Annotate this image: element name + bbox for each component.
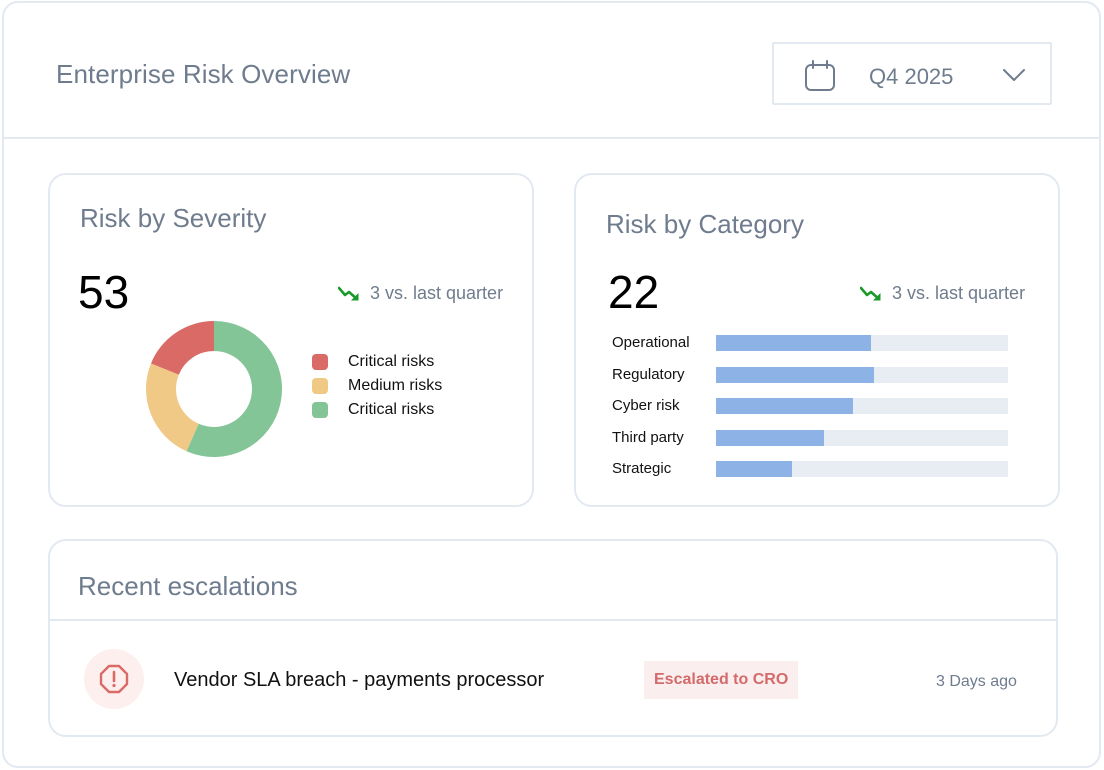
trend-down-icon: [338, 286, 359, 300]
category-label: Strategic: [612, 460, 672, 477]
category-bar-track: [716, 429, 1008, 446]
dashboard-header: Enterprise Risk Overview Q4 2025: [4, 3, 1099, 139]
card-title: Risk by Category: [606, 209, 804, 239]
legend-label: Critical risks: [348, 401, 435, 418]
legend-swatch: [312, 378, 328, 394]
period-dropdown[interactable]: Q4 2025: [772, 42, 1052, 105]
card-title: Risk by Severity: [80, 203, 267, 233]
legend-label: Critical risks: [348, 353, 435, 370]
category-bar: [716, 461, 792, 477]
category-total: 22: [608, 266, 660, 318]
risk-by-category-card: Risk by Category 22 3 vs. last quarter O…: [574, 173, 1060, 507]
category-label: Regulatory: [612, 365, 685, 383]
trend-down-icon: [860, 286, 881, 300]
donut-slice: [146, 363, 199, 452]
escalation-title: Vendor SLA breach - payments processor: [174, 669, 545, 691]
severity-trend: 3 vs. last quarter: [338, 283, 503, 304]
category-bar-track: [716, 335, 1008, 351]
category-bar-track: [716, 366, 1008, 383]
legend-item: Critical risks: [312, 353, 434, 371]
legend-swatch: [312, 354, 328, 370]
status-badge: Escalated to CRO: [644, 661, 799, 699]
donut-slice: [186, 321, 282, 457]
page-title: Enterprise Risk Overview: [56, 59, 351, 89]
donut-slice: [150, 321, 214, 375]
category-bar-track: [716, 461, 1008, 477]
trend-text: 3 vs. last quarter: [892, 283, 1026, 303]
legend-item: Medium risks: [312, 377, 442, 395]
chevron-down-icon: [1002, 68, 1026, 87]
alert-octagon-icon: [99, 664, 129, 694]
category-label: Third party: [612, 428, 684, 446]
escalation-time: 3 Days ago: [936, 673, 1017, 690]
category-bar: [716, 398, 854, 414]
trend-text: 3 vs. last quarter: [370, 283, 504, 303]
recent-escalations-card: Recent escalations Vendor SLA breach - p…: [48, 539, 1058, 737]
escalation-icon-badge: [84, 649, 144, 709]
card-title: Recent escalations: [78, 571, 298, 601]
legend-item: Critical risks: [312, 401, 434, 419]
category-bar-track: [716, 398, 1008, 414]
legend-swatch: [312, 402, 328, 418]
severity-donut-chart: [146, 321, 282, 457]
category-bar: [716, 335, 871, 351]
category-bar: [716, 366, 874, 383]
escalations-header: Recent escalations: [50, 541, 1056, 621]
legend-label: Medium risks: [348, 377, 443, 394]
category-trend: 3 vs. last quarter: [860, 283, 1025, 304]
calendar-icon: [804, 60, 836, 97]
category-bar: [716, 429, 825, 446]
period-value: Q4 2025: [869, 64, 954, 89]
risk-by-severity-card: Risk by Severity 53 3 vs. last quarter C…: [48, 173, 534, 507]
category-label: Cyber risk: [612, 397, 680, 414]
severity-total: 53: [78, 266, 130, 318]
category-label: Operational: [612, 334, 690, 351]
